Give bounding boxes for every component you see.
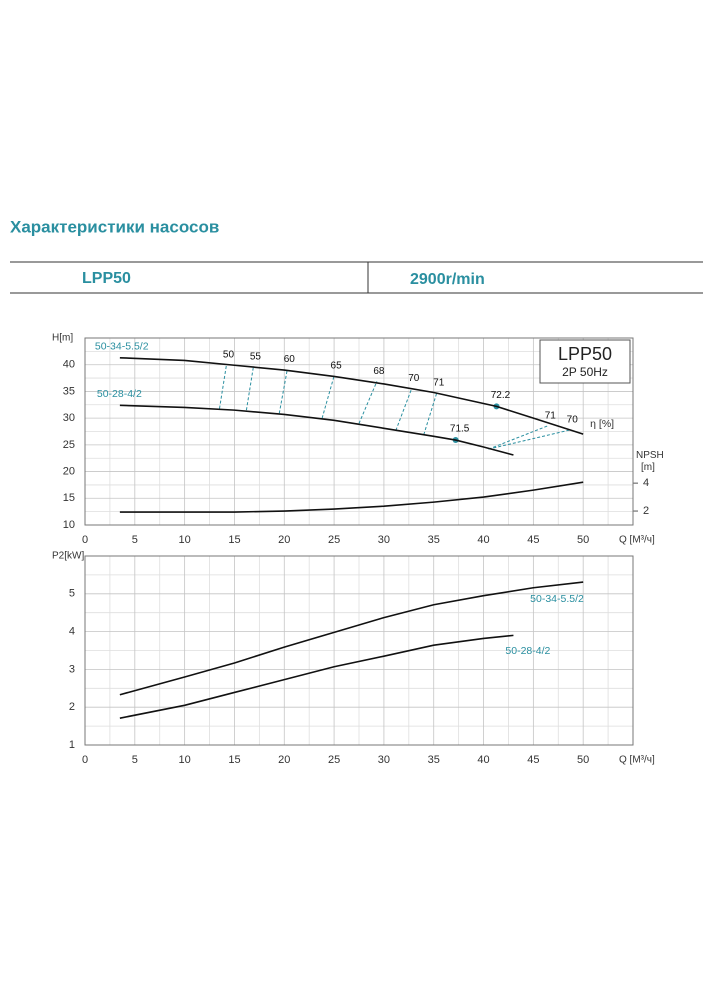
efficiency-line xyxy=(278,369,288,414)
curve xyxy=(119,404,514,456)
x-tick-label: 50 xyxy=(577,754,589,766)
y-tick-label: 3 xyxy=(69,663,75,675)
x-tick-label: 15 xyxy=(228,754,240,766)
y-tick-label: 5 xyxy=(69,588,75,600)
x-tick-label: 25 xyxy=(328,754,340,766)
efficiency-line xyxy=(423,392,438,435)
x-tick-label: 10 xyxy=(179,534,191,546)
x-tick-label: 50 xyxy=(577,534,589,546)
best-efficiency-label: 71.5 xyxy=(450,424,470,435)
efficiency-label: 68 xyxy=(373,366,385,377)
efficiency-line xyxy=(321,375,335,419)
x-tick-label: 40 xyxy=(477,534,489,546)
efficiency-line xyxy=(219,364,227,409)
x-tick-label: 5 xyxy=(132,534,138,546)
y2-axis-label: [m] xyxy=(641,462,655,473)
efficiency-label: 50 xyxy=(223,349,235,360)
y-tick-label: 2 xyxy=(69,701,75,713)
y2-axis-label: NPSH xyxy=(636,450,664,461)
x-tick-label: 20 xyxy=(278,534,290,546)
efficiency-line xyxy=(245,366,254,411)
series-label: 50-34-5.5/2 xyxy=(530,593,584,605)
x-tick-label: 10 xyxy=(179,754,191,766)
y-tick-label: 40 xyxy=(63,359,75,371)
x-tick-label: 35 xyxy=(428,754,440,766)
efficiency-label: 55 xyxy=(250,351,262,362)
speed: 2900r/min xyxy=(410,271,485,288)
x-tick-label: 35 xyxy=(428,534,440,546)
efficiency-label: 60 xyxy=(284,354,296,365)
series-label: 50-28-4/2 xyxy=(97,388,142,400)
y-tick-label: 10 xyxy=(63,519,75,531)
efficiency-line xyxy=(395,388,413,431)
x-tick-label: 0 xyxy=(82,754,88,766)
curve xyxy=(119,356,584,435)
x-axis-label: Q [M³/ч] xyxy=(619,535,655,546)
curve xyxy=(119,481,584,513)
curve xyxy=(119,634,514,719)
y-axis-label: P2[kW] xyxy=(52,551,84,562)
best-efficiency-label: 72.2 xyxy=(491,390,511,401)
model-box xyxy=(539,339,631,384)
efficiency-line xyxy=(488,425,549,450)
y-tick-label: 15 xyxy=(63,492,75,504)
efficiency-label: 71 xyxy=(433,378,445,389)
y-axis-label: H[m] xyxy=(52,333,73,344)
y2-tick-label: 4 xyxy=(643,477,649,489)
curve xyxy=(119,581,584,696)
series-label: 50-34-5.5/2 xyxy=(95,341,149,353)
y2-tick-label: 2 xyxy=(643,505,649,517)
y-tick-label: 1 xyxy=(69,739,75,751)
x-tick-label: 25 xyxy=(328,534,340,546)
efficiency-label: 70 xyxy=(408,373,420,384)
efficiency-line xyxy=(358,381,378,424)
x-axis-label: Q [M³/ч] xyxy=(619,755,655,766)
y-tick-label: 35 xyxy=(63,385,75,397)
y-tick-label: 4 xyxy=(69,626,75,638)
efficiency-label: 65 xyxy=(331,361,343,372)
model-name: LPP50 xyxy=(82,270,131,287)
model-box-title: LPP50 xyxy=(558,344,612,364)
plot-frame xyxy=(84,555,634,746)
plot-frame xyxy=(84,337,634,526)
x-tick-label: 30 xyxy=(378,754,390,766)
series-label: 50-28-4/2 xyxy=(505,645,550,657)
model-box-sub: 2P 50Hz xyxy=(562,365,608,379)
x-tick-label: 40 xyxy=(477,754,489,766)
y-tick-label: 20 xyxy=(63,465,75,477)
x-tick-label: 20 xyxy=(278,754,290,766)
efficiency-axis-label: η [%] xyxy=(590,418,614,430)
x-tick-label: 5 xyxy=(132,754,138,766)
y-tick-label: 30 xyxy=(63,412,75,424)
x-tick-label: 0 xyxy=(82,534,88,546)
x-tick-label: 45 xyxy=(527,534,539,546)
y-tick-label: 25 xyxy=(63,439,75,451)
x-tick-label: 30 xyxy=(378,534,390,546)
x-tick-label: 45 xyxy=(527,754,539,766)
page-title: Характеристики насосов xyxy=(10,217,219,236)
efficiency-line xyxy=(488,429,571,450)
x-tick-label: 15 xyxy=(228,534,240,546)
efficiency-label: 71 xyxy=(545,410,557,421)
efficiency-label: 70 xyxy=(567,415,579,426)
